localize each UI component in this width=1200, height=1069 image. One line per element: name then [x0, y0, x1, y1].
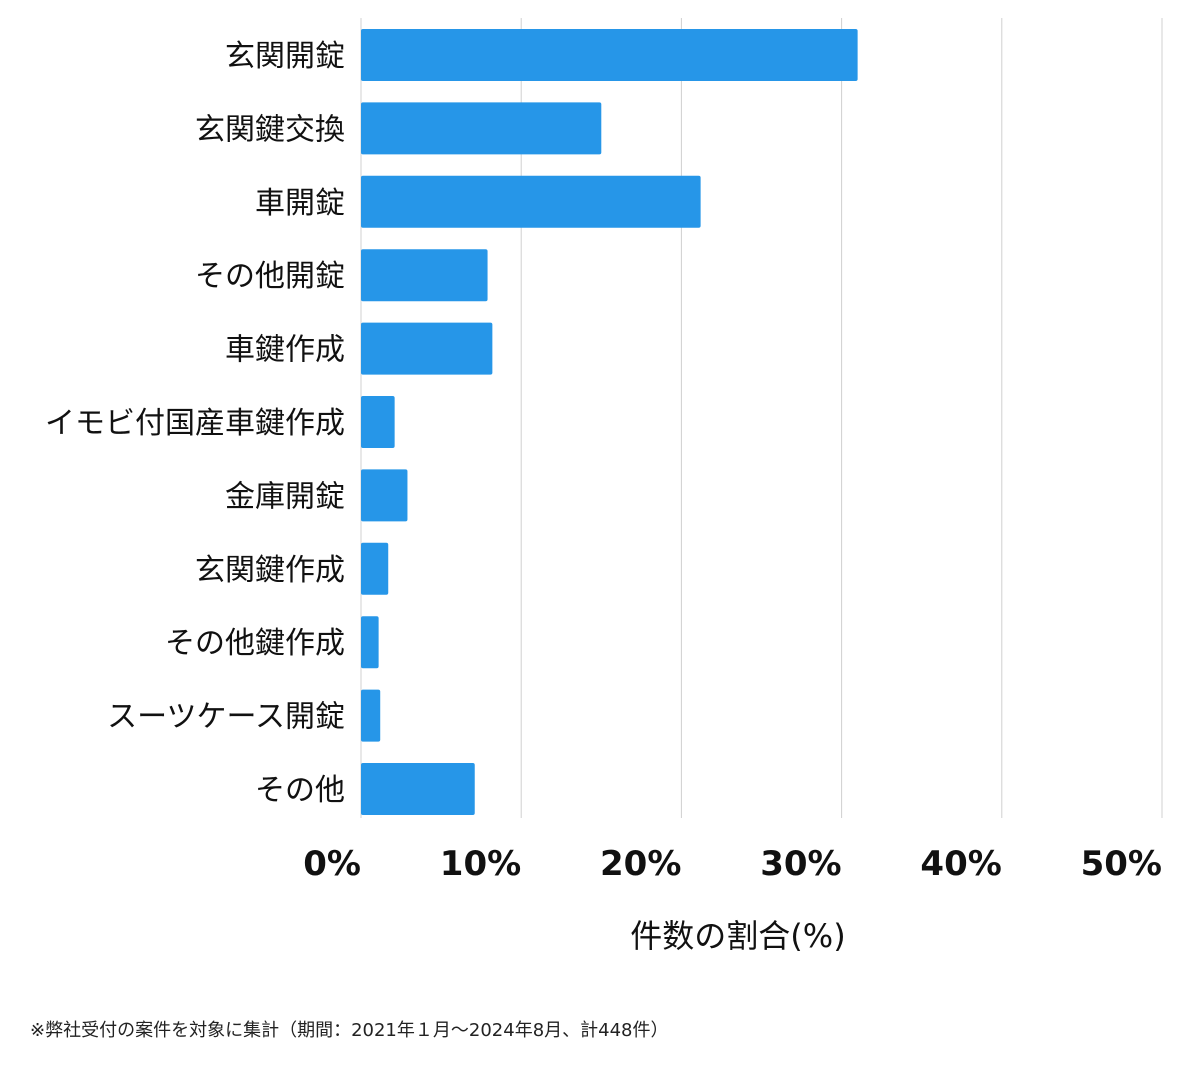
- category-label: その他: [255, 773, 345, 808]
- x-tick-label: 0%: [303, 844, 361, 884]
- category-label: 車開錠: [255, 186, 345, 221]
- bar: [361, 102, 602, 155]
- bar: [361, 249, 488, 302]
- bar: [361, 322, 493, 375]
- x-tick-label: 50%: [1081, 844, 1162, 884]
- category-label: 金庫開錠: [225, 479, 345, 514]
- category-label: イモビ付国産車鍵作成: [45, 406, 345, 441]
- bar: [361, 29, 858, 81]
- bar: [361, 689, 381, 742]
- bar-chart: 0% 10% 20% 30% 40% 50% 玄関開錠玄関鍵交換車開錠その他開錠車鍵作成イモ…: [45, 18, 1163, 955]
- category-label: 玄関開錠: [225, 39, 345, 74]
- x-tick-label: 10%: [440, 844, 521, 884]
- category-label: 玄関鍵作成: [195, 553, 345, 588]
- x-tick-label: 20%: [600, 844, 681, 884]
- category-label: 車鍵作成: [225, 333, 345, 368]
- category-label: 玄関鍵交換: [195, 112, 345, 147]
- category-label: その他開錠: [195, 259, 345, 294]
- x-axis-label: 件数の割合(%): [630, 917, 845, 955]
- bar: [361, 469, 408, 522]
- x-tick-label: 30%: [760, 844, 841, 884]
- category-label: その他鍵作成: [165, 626, 345, 661]
- bar: [361, 542, 389, 595]
- footnote: ※弊社受付の案件を対象に集計（期間：2021年１月〜2024年8月、計448件）: [30, 1020, 669, 1041]
- x-tick-label: 40%: [920, 844, 1001, 884]
- bar: [361, 616, 379, 669]
- category-label: スーツケース開錠: [107, 700, 345, 735]
- bar: [361, 763, 475, 815]
- bar: [361, 396, 395, 448]
- bar: [361, 175, 701, 228]
